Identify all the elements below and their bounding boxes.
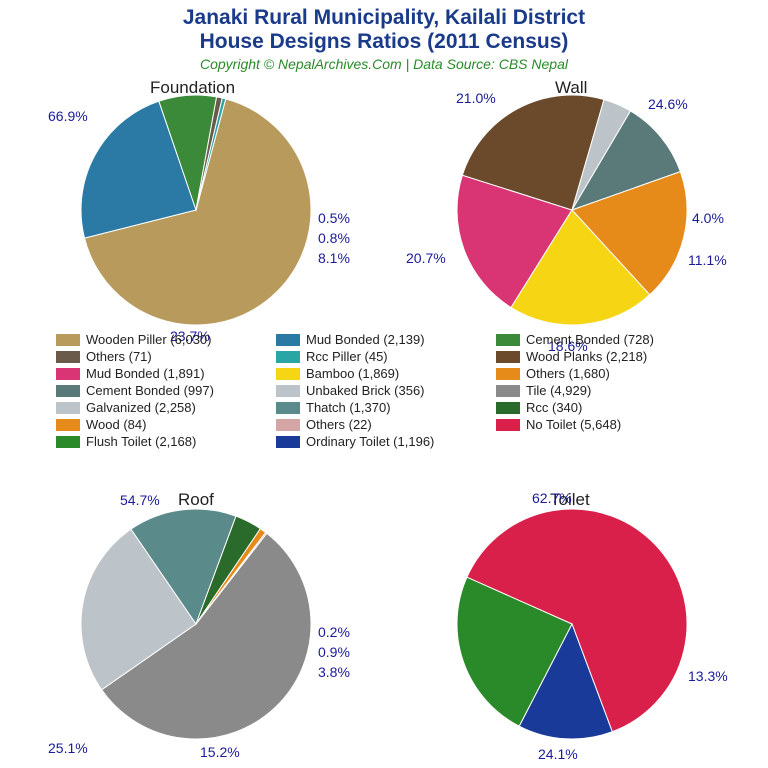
legend-swatch xyxy=(496,351,520,363)
legend-item: Unbaked Brick (356) xyxy=(276,383,496,398)
legend-item: Others (1,680) xyxy=(496,366,716,381)
title-line-1: Janaki Rural Municipality, Kailali Distr… xyxy=(0,6,768,30)
legend-label: Thatch (1,370) xyxy=(306,400,391,415)
legend-swatch xyxy=(496,419,520,431)
legend-label: Flush Toilet (2,168) xyxy=(86,434,196,449)
legend-label: No Toilet (5,648) xyxy=(526,417,621,432)
legend-swatch xyxy=(56,419,80,431)
legend-item: Wood Planks (2,218) xyxy=(496,349,716,364)
legend-swatch xyxy=(276,419,300,431)
roof-pct-label: 15.2% xyxy=(200,744,240,760)
title-block: Janaki Rural Municipality, Kailali Distr… xyxy=(0,0,768,72)
title-line-2: House Designs Ratios (2011 Census) xyxy=(0,30,768,54)
legend-swatch xyxy=(276,385,300,397)
legend-item: Tile (4,929) xyxy=(496,383,716,398)
legend-swatch xyxy=(276,351,300,363)
toilet-pie xyxy=(457,509,687,739)
legend-label: Galvanized (2,258) xyxy=(86,400,196,415)
legend-swatch xyxy=(56,402,80,414)
legend-item: Cement Bonded (997) xyxy=(56,383,276,398)
legend-swatch xyxy=(56,436,80,448)
roof-pct-label: 3.8% xyxy=(318,664,350,680)
foundation-pct-label: 66.9% xyxy=(48,108,88,124)
legend-item: Mud Bonded (2,139) xyxy=(276,332,496,347)
legend-item: Wood (84) xyxy=(56,417,276,432)
wall-pct-label: 11.1% xyxy=(688,252,727,268)
toilet-pct-label: 24.1% xyxy=(538,746,578,762)
legend-swatch xyxy=(496,385,520,397)
foundation-pct-label: 8.1% xyxy=(318,250,350,266)
legend-label: Bamboo (1,869) xyxy=(306,366,399,381)
legend-swatch xyxy=(496,402,520,414)
legend-label: Ordinary Toilet (1,196) xyxy=(306,434,434,449)
foundation-pct-label: 0.5% xyxy=(318,210,350,226)
legend-item: Wooden Piller (6,030) xyxy=(56,332,276,347)
legend-item: Mud Bonded (1,891) xyxy=(56,366,276,381)
legend-item: Ordinary Toilet (1,196) xyxy=(276,434,496,449)
legend-item: Rcc (340) xyxy=(496,400,716,415)
legend-label: Others (1,680) xyxy=(526,366,610,381)
legend-item: Thatch (1,370) xyxy=(276,400,496,415)
roof-pct-label: 0.9% xyxy=(318,644,350,660)
legend-label: Wooden Piller (6,030) xyxy=(86,332,212,347)
subtitle: Copyright © NepalArchives.Com | Data Sou… xyxy=(0,56,768,72)
legend-label: Others (71) xyxy=(86,349,152,364)
roof-pct-label: 54.7% xyxy=(120,492,160,508)
legend-label: Cement Bonded (997) xyxy=(86,383,214,398)
legend-swatch xyxy=(276,402,300,414)
legend-item: Rcc Piller (45) xyxy=(276,349,496,364)
legend-swatch xyxy=(56,368,80,380)
legend-label: Rcc Piller (45) xyxy=(306,349,388,364)
legend-swatch xyxy=(276,334,300,346)
roof-chart-title: Roof xyxy=(178,490,214,510)
legend: Wooden Piller (6,030) Mud Bonded (2,139) C… xyxy=(56,332,716,451)
legend-swatch xyxy=(496,334,520,346)
wall-pct-label: 4.0% xyxy=(692,210,724,226)
legend-item: Cement Bonded (728) xyxy=(496,332,716,347)
legend-swatch xyxy=(276,436,300,448)
legend-label: Unbaked Brick (356) xyxy=(306,383,425,398)
legend-label: Mud Bonded (2,139) xyxy=(306,332,425,347)
wall-pct-label: 20.7% xyxy=(406,250,446,266)
legend-label: Cement Bonded (728) xyxy=(526,332,654,347)
legend-label: Rcc (340) xyxy=(526,400,582,415)
legend-item: Bamboo (1,869) xyxy=(276,366,496,381)
legend-label: Wood Planks (2,218) xyxy=(526,349,647,364)
foundation-pie xyxy=(81,95,311,325)
roof-pct-label: 0.2% xyxy=(318,624,350,640)
legend-item: No Toilet (5,648) xyxy=(496,417,716,432)
legend-item: Others (22) xyxy=(276,417,496,432)
legend-swatch xyxy=(276,368,300,380)
legend-label: Mud Bonded (1,891) xyxy=(86,366,205,381)
toilet-pct-label: 13.3% xyxy=(688,668,728,684)
wall-pct-label: 21.0% xyxy=(456,90,496,106)
legend-label: Others (22) xyxy=(306,417,372,432)
legend-label: Tile (4,929) xyxy=(526,383,591,398)
foundation-pct-label: 0.8% xyxy=(318,230,350,246)
legend-item: Galvanized (2,258) xyxy=(56,400,276,415)
roof-pct-label: 25.1% xyxy=(48,740,88,756)
legend-swatch xyxy=(56,334,80,346)
wall-pie xyxy=(457,95,687,325)
legend-item: Others (71) xyxy=(56,349,276,364)
roof-pie xyxy=(81,509,311,739)
legend-item: Flush Toilet (2,168) xyxy=(56,434,276,449)
toilet-pct-label: 62.7% xyxy=(532,490,572,506)
wall-pct-label: 24.6% xyxy=(648,96,688,112)
legend-swatch xyxy=(56,351,80,363)
legend-swatch xyxy=(56,385,80,397)
legend-swatch xyxy=(496,368,520,380)
legend-label: Wood (84) xyxy=(86,417,146,432)
